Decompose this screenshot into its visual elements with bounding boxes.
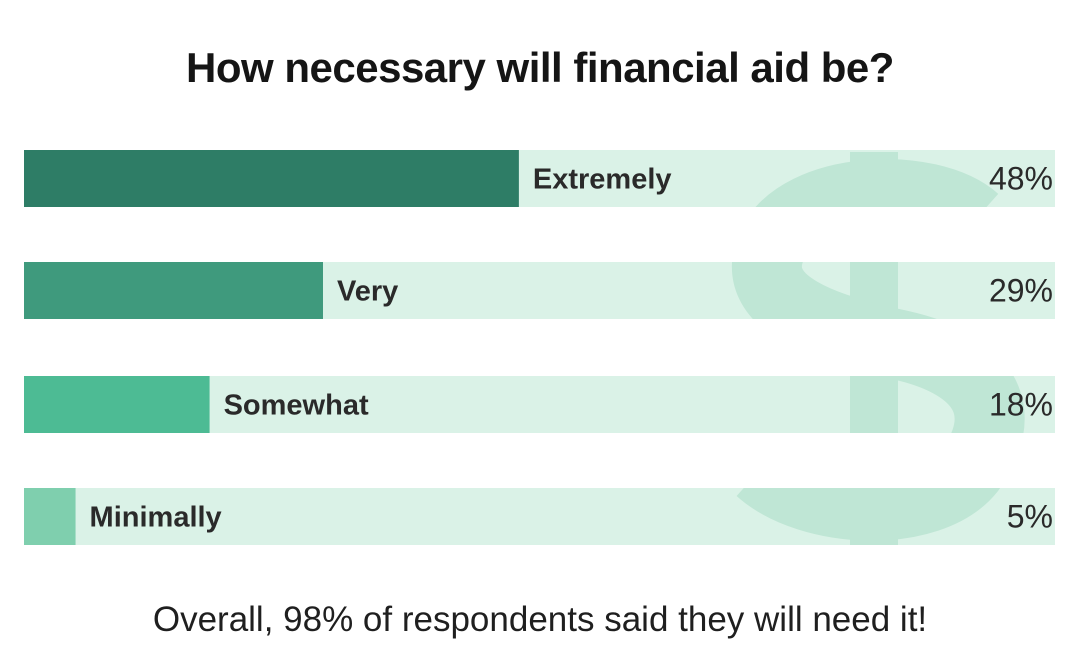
labels: Extremely 48% Very 29% Somewhat 18% Minimally 5… bbox=[90, 161, 1053, 535]
bar-extremely bbox=[24, 150, 519, 207]
value-label: 5% bbox=[1007, 499, 1053, 535]
category-label: Somewhat bbox=[224, 390, 369, 422]
category-label: Very bbox=[337, 276, 398, 308]
bar-minimally bbox=[24, 488, 76, 545]
category-label: Extremely bbox=[533, 164, 672, 196]
value-label: 18% bbox=[989, 387, 1053, 423]
value-label: 48% bbox=[989, 161, 1053, 197]
bars bbox=[24, 150, 519, 545]
bar-tracks bbox=[24, 150, 1055, 545]
category-label: Minimally bbox=[90, 502, 222, 534]
footnote: Overall, 98% of respondents said they wi… bbox=[152, 600, 928, 639]
value-label: 29% bbox=[989, 273, 1053, 309]
bar-somewhat bbox=[24, 376, 210, 433]
chart-title: How necessary will financial aid be? bbox=[186, 44, 894, 91]
dollar-sign-icon bbox=[732, 152, 1025, 545]
bar-very bbox=[24, 262, 323, 319]
